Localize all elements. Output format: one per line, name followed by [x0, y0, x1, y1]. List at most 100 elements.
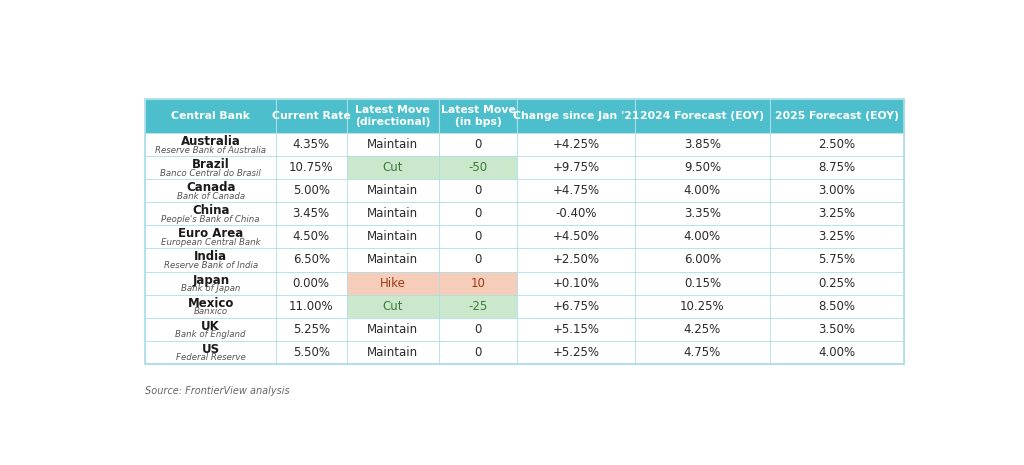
Bar — [275, 156, 346, 179]
Text: Reserve Bank of India: Reserve Bank of India — [164, 261, 258, 270]
Text: Banxico: Banxico — [194, 307, 227, 316]
Bar — [275, 272, 346, 294]
Bar — [770, 272, 904, 294]
Text: Mexico: Mexico — [187, 297, 233, 310]
Bar — [346, 133, 439, 156]
Text: UK: UK — [202, 319, 220, 332]
Text: 0.15%: 0.15% — [684, 277, 721, 290]
Text: 10.75%: 10.75% — [289, 161, 334, 174]
Bar — [635, 179, 770, 202]
Text: Reserve Bank of Australia: Reserve Bank of Australia — [156, 146, 266, 154]
Text: 9.50%: 9.50% — [684, 161, 721, 174]
Text: 2025 Forecast (EOY): 2025 Forecast (EOY) — [775, 111, 899, 121]
Bar — [770, 248, 904, 272]
Text: Bank of Japan: Bank of Japan — [181, 284, 241, 293]
Bar — [145, 248, 275, 272]
Text: Canada: Canada — [186, 181, 236, 194]
Text: 6.00%: 6.00% — [684, 253, 721, 266]
Bar — [275, 318, 346, 341]
Text: 0: 0 — [474, 345, 482, 359]
Text: Maintain: Maintain — [368, 253, 419, 266]
Bar — [770, 226, 904, 248]
Text: Current Rate: Current Rate — [271, 111, 350, 121]
Bar — [517, 341, 635, 364]
Bar — [635, 294, 770, 318]
Bar — [346, 156, 439, 179]
Bar — [275, 294, 346, 318]
Text: Bank of England: Bank of England — [175, 330, 246, 339]
Bar — [145, 226, 275, 248]
Text: 3.85%: 3.85% — [684, 138, 721, 151]
Text: -0.40%: -0.40% — [555, 207, 597, 220]
Text: +6.75%: +6.75% — [553, 299, 600, 312]
Bar — [145, 156, 275, 179]
Text: 5.50%: 5.50% — [293, 345, 330, 359]
Bar — [439, 156, 517, 179]
Text: 0: 0 — [474, 323, 482, 336]
Bar — [635, 133, 770, 156]
Text: -50: -50 — [469, 161, 487, 174]
Bar — [145, 99, 904, 364]
Text: 5.00%: 5.00% — [293, 184, 330, 197]
Text: Maintain: Maintain — [368, 138, 419, 151]
Bar — [635, 202, 770, 226]
Bar — [275, 226, 346, 248]
Text: 0.25%: 0.25% — [818, 277, 856, 290]
Text: 0: 0 — [474, 231, 482, 244]
Bar — [439, 226, 517, 248]
Bar — [346, 341, 439, 364]
Bar — [275, 248, 346, 272]
Text: 8.75%: 8.75% — [818, 161, 856, 174]
Bar — [145, 202, 275, 226]
Bar — [770, 99, 904, 133]
Bar — [517, 272, 635, 294]
Bar — [517, 318, 635, 341]
Bar — [346, 179, 439, 202]
Text: 4.00%: 4.00% — [684, 231, 721, 244]
Text: Euro Area: Euro Area — [178, 227, 244, 240]
Bar — [346, 272, 439, 294]
Text: 0: 0 — [474, 207, 482, 220]
Bar — [517, 133, 635, 156]
Text: 11.00%: 11.00% — [289, 299, 334, 312]
Bar — [770, 179, 904, 202]
Text: +0.10%: +0.10% — [553, 277, 599, 290]
Text: Banco Central do Brasil: Banco Central do Brasil — [161, 169, 261, 178]
Text: 3.45%: 3.45% — [293, 207, 330, 220]
Text: +5.25%: +5.25% — [553, 345, 599, 359]
Bar — [635, 226, 770, 248]
Text: 3.00%: 3.00% — [818, 184, 855, 197]
Text: Australia: Australia — [181, 135, 241, 148]
Bar — [439, 248, 517, 272]
Bar — [275, 99, 346, 133]
Text: 0: 0 — [474, 184, 482, 197]
Bar — [145, 133, 275, 156]
Bar — [635, 341, 770, 364]
Bar — [439, 294, 517, 318]
Text: Maintain: Maintain — [368, 345, 419, 359]
Bar — [439, 272, 517, 294]
Text: India: India — [195, 251, 227, 264]
Bar — [346, 294, 439, 318]
Bar — [517, 226, 635, 248]
Bar — [346, 99, 439, 133]
Text: 4.35%: 4.35% — [293, 138, 330, 151]
Text: Cut: Cut — [383, 161, 403, 174]
Text: 4.50%: 4.50% — [293, 231, 330, 244]
Text: +2.50%: +2.50% — [553, 253, 599, 266]
Bar — [275, 202, 346, 226]
Bar — [517, 179, 635, 202]
Text: 10.25%: 10.25% — [680, 299, 725, 312]
Text: Brazil: Brazil — [191, 158, 229, 171]
Text: 2.50%: 2.50% — [818, 138, 856, 151]
Bar — [517, 248, 635, 272]
Bar — [439, 133, 517, 156]
Text: 3.25%: 3.25% — [818, 207, 856, 220]
Bar — [635, 99, 770, 133]
Text: 0.00%: 0.00% — [293, 277, 330, 290]
Text: +9.75%: +9.75% — [553, 161, 600, 174]
Bar — [145, 99, 275, 133]
Text: Source: FrontierView analysis: Source: FrontierView analysis — [145, 385, 290, 396]
Text: Federal Reserve: Federal Reserve — [176, 353, 246, 362]
Bar — [275, 133, 346, 156]
